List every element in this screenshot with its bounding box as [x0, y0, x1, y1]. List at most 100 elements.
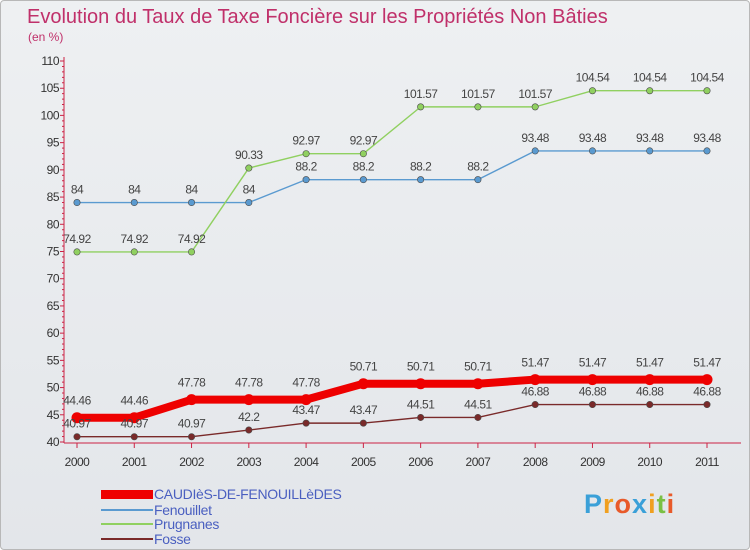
- data-point: [130, 199, 138, 207]
- chart-subtitle: (en %): [28, 30, 64, 44]
- y-tick-label: 85: [47, 190, 60, 204]
- legend-item-prugnanes: Prugnanes: [101, 516, 219, 532]
- data-point: [474, 176, 482, 184]
- data-label: 88.2: [410, 160, 432, 174]
- series-line: [76, 150, 708, 204]
- data-point: [188, 248, 196, 256]
- data-point: [646, 147, 654, 155]
- data-point: [703, 87, 711, 95]
- y-tick-label: 80: [47, 217, 60, 231]
- data-label: 43.47: [292, 403, 320, 417]
- series-line: [76, 90, 708, 253]
- data-label: 46.88: [636, 385, 664, 399]
- data-point: [130, 433, 138, 441]
- data-label: 101.57: [404, 87, 439, 101]
- data-label: 46.88: [521, 385, 549, 399]
- x-tick-label: 2010: [637, 455, 663, 469]
- data-point: [701, 374, 713, 386]
- x-tick-label: 2003: [236, 455, 262, 469]
- x-tick-label: 2006: [408, 455, 434, 469]
- y-tick-label: 90: [47, 163, 60, 177]
- data-point: [300, 394, 312, 406]
- legend-swatch-prugnanes: [101, 523, 153, 525]
- data-label: 50.71: [350, 360, 378, 374]
- data-label: 101.57: [461, 87, 496, 101]
- data-point: [586, 374, 598, 386]
- data-point: [130, 248, 138, 256]
- data-point: [302, 150, 310, 158]
- x-tick-label: 2001: [122, 455, 148, 469]
- data-point: [359, 419, 367, 427]
- data-point: [531, 147, 539, 155]
- y-tick-label: 110: [41, 54, 59, 68]
- legend-label-fosse: Fosse: [154, 531, 191, 547]
- series-line: [73, 375, 711, 422]
- data-point: [73, 248, 81, 256]
- data-point: [73, 433, 81, 441]
- data-label: 101.57: [518, 87, 553, 101]
- data-label: 104.54: [690, 71, 725, 85]
- x-tick-label: 2004: [294, 455, 320, 469]
- y-tick-label: 50: [47, 381, 60, 395]
- data-label: 88.2: [353, 160, 375, 174]
- data-point: [531, 103, 539, 111]
- data-label: 50.71: [407, 360, 435, 374]
- data-label: 44.46: [63, 394, 91, 408]
- data-label: 44.46: [121, 394, 149, 408]
- y-tick-label: 100: [40, 108, 59, 122]
- data-label: 84: [185, 183, 198, 197]
- data-point: [531, 401, 539, 409]
- y-tick-label: 45: [47, 408, 60, 422]
- data-point: [588, 401, 596, 409]
- data-point: [359, 150, 367, 158]
- data-point: [703, 147, 711, 155]
- y-tick-label: 65: [47, 299, 60, 313]
- data-label: 74.92: [178, 232, 206, 246]
- data-label: 40.97: [178, 417, 206, 431]
- logo-letter: t: [656, 489, 667, 519]
- data-point: [472, 378, 484, 390]
- data-label: 84: [71, 183, 84, 197]
- data-label: 51.47: [693, 356, 721, 370]
- logo-letter: r: [603, 489, 615, 519]
- logo-letter: P: [584, 489, 604, 519]
- y-tick-label: 105: [40, 81, 59, 95]
- data-label: 46.88: [579, 385, 607, 399]
- legend-item-fosse: Fosse: [101, 531, 191, 547]
- data-label: 92.97: [350, 134, 378, 148]
- y-tick-label: 40: [47, 435, 60, 449]
- series-line: [76, 403, 708, 438]
- data-label: 84: [243, 183, 256, 197]
- data-label: 44.51: [407, 397, 435, 411]
- data-point: [186, 394, 198, 406]
- data-point: [646, 401, 654, 409]
- data-label: 47.78: [235, 376, 263, 390]
- data-point: [128, 412, 140, 424]
- data-label: 42.2: [238, 410, 260, 424]
- data-point: [703, 401, 711, 409]
- y-tick-label: 75: [47, 245, 60, 259]
- data-label: 51.47: [579, 356, 607, 370]
- y-tick-label: 70: [47, 272, 60, 286]
- data-label: 40.97: [63, 417, 91, 431]
- data-label: 40.97: [121, 417, 149, 431]
- data-point: [529, 374, 541, 386]
- y-tick-label: 55: [47, 353, 60, 367]
- data-point: [73, 199, 81, 207]
- legend-label-prugnanes: Prugnanes: [154, 516, 220, 532]
- data-label: 93.48: [636, 131, 664, 145]
- proxiti-logo: Proxiti: [584, 489, 675, 520]
- data-point: [245, 164, 253, 172]
- data-label: 92.97: [292, 134, 320, 148]
- data-point: [188, 433, 196, 441]
- data-point: [302, 419, 310, 427]
- data-label: 50.71: [464, 360, 492, 374]
- data-point: [588, 147, 596, 155]
- logo-letter: i: [648, 489, 657, 519]
- x-tick-label: 2002: [179, 455, 205, 469]
- data-label: 93.48: [579, 131, 607, 145]
- data-label: 88.2: [295, 160, 317, 174]
- x-tick-label: 2009: [580, 455, 606, 469]
- data-label: 46.88: [693, 385, 721, 399]
